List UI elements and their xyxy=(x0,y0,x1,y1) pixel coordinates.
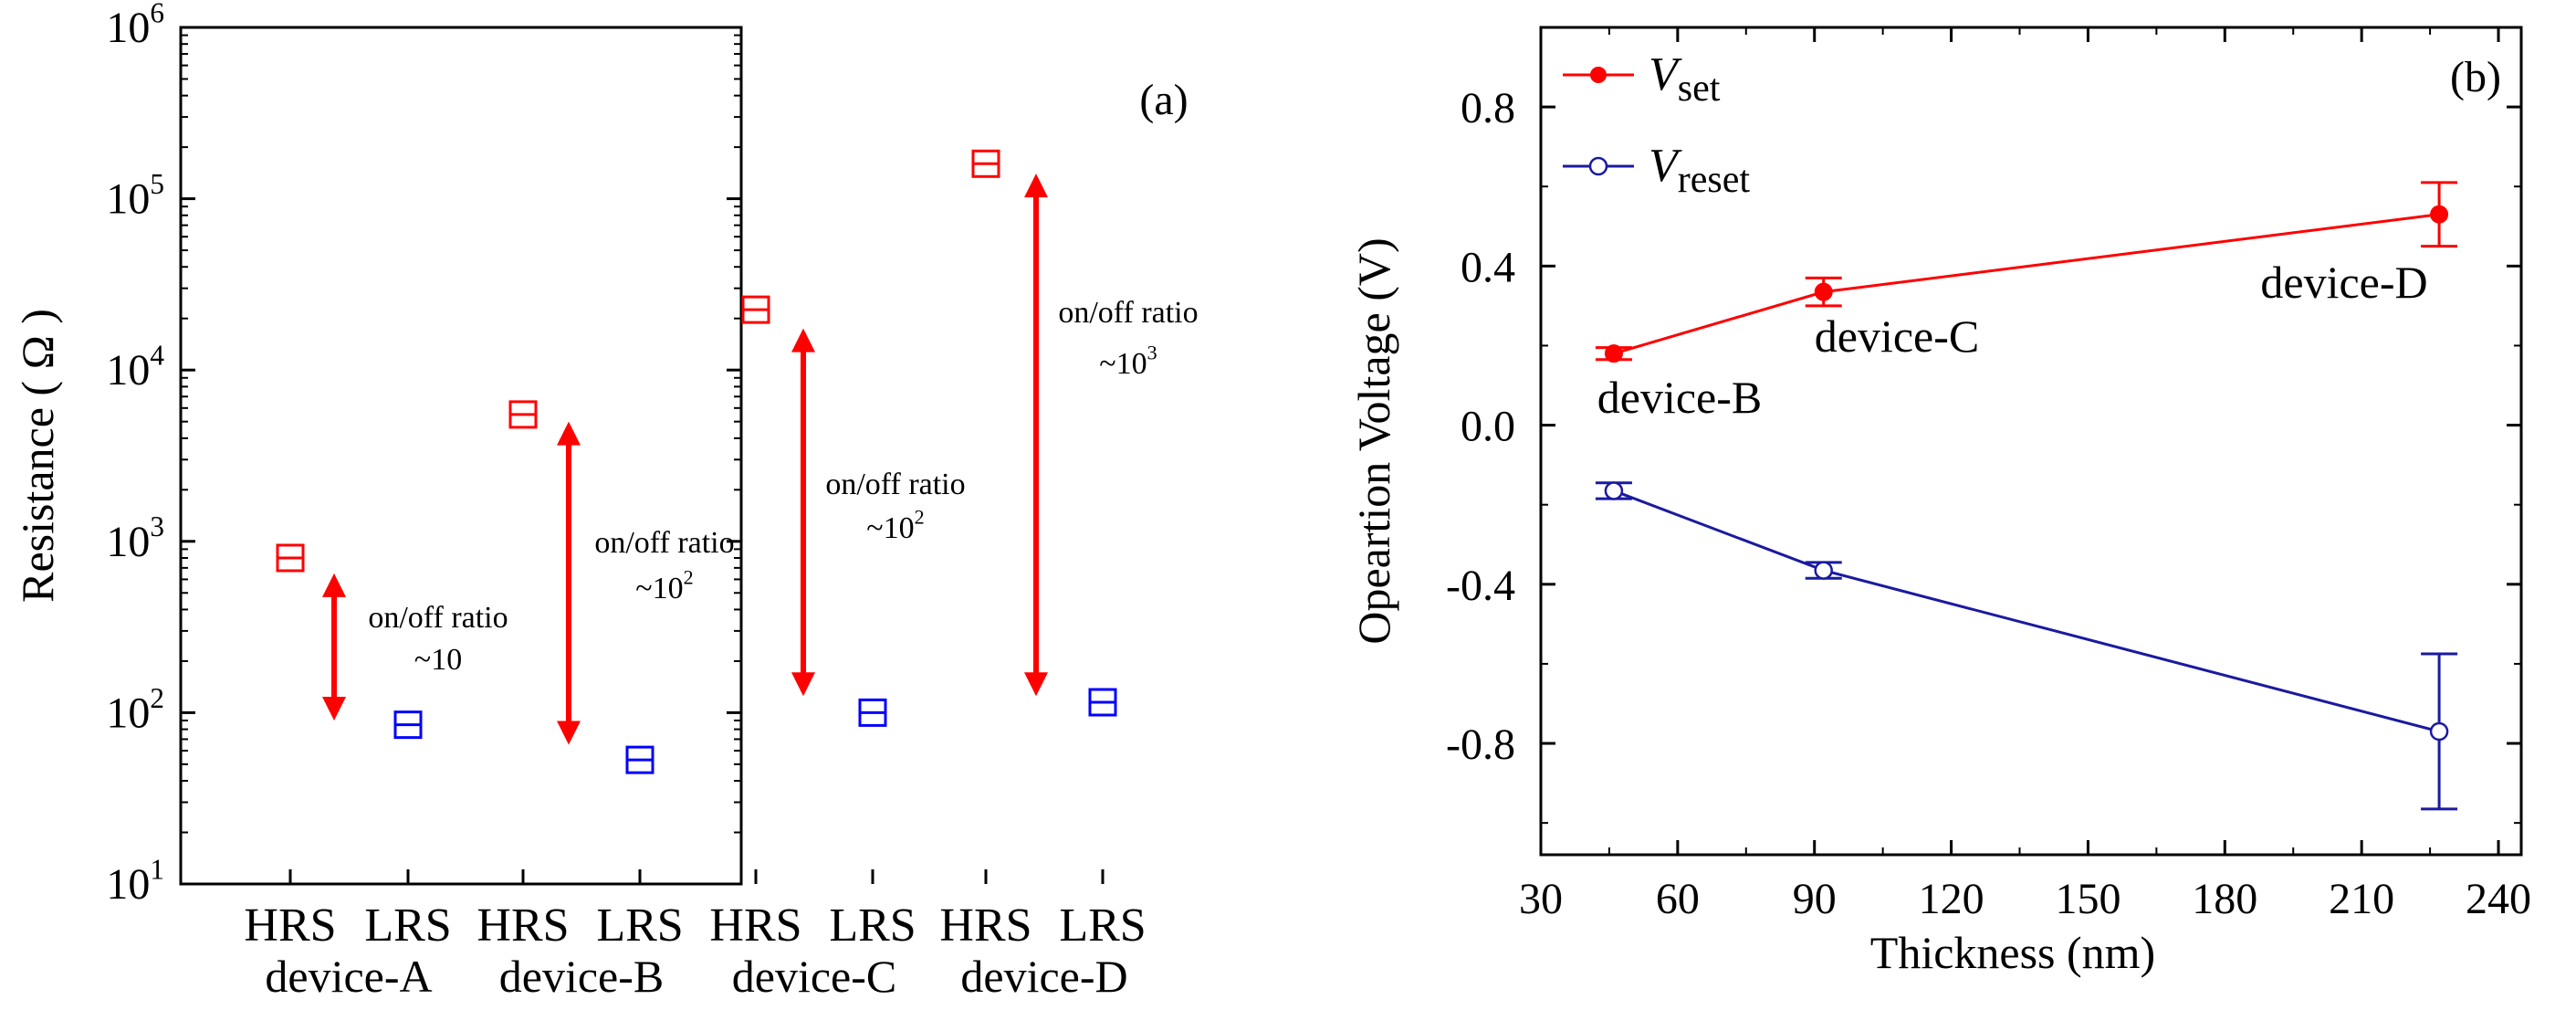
hrs-tick-label: HRS xyxy=(476,900,569,952)
y-tick-label: 0.4 xyxy=(1461,243,1515,291)
x-tick-label: 90 xyxy=(1793,875,1837,923)
hrs-tick-label: HRS xyxy=(244,900,336,952)
y-tick-label: 103 xyxy=(106,510,164,566)
y-tick-label: 0.0 xyxy=(1461,403,1515,451)
y-axis-label: Opeartion Voltage (V) xyxy=(1348,237,1399,644)
ratio-arrow-head-up xyxy=(557,421,581,446)
ratio-value: ~102 xyxy=(635,566,693,605)
ratio-arrow-head-up xyxy=(1024,174,1048,198)
device-tick-label: device-C xyxy=(732,951,896,1002)
device-annotation: device-C xyxy=(1815,310,1979,362)
y-tick-label: 101 xyxy=(106,853,164,909)
series-line-reset xyxy=(1613,489,2440,733)
y-tick-label: 106 xyxy=(106,0,164,52)
panel-a xyxy=(179,26,1105,886)
device-annotation: device-B xyxy=(1597,372,1762,423)
ratio-label: on/off ratio xyxy=(594,526,734,560)
y-tick-label: -0.4 xyxy=(1446,562,1515,610)
legend-label: Vreset xyxy=(1649,140,1750,201)
lrs-tick-label: LRS xyxy=(364,900,451,952)
ratio-arrow-head-down xyxy=(322,696,346,721)
y-tick-label: 104 xyxy=(106,340,164,395)
x-tick-label: 240 xyxy=(2466,875,2531,923)
x-tick-label: 60 xyxy=(1656,875,1700,923)
x-tick-label: 30 xyxy=(1519,875,1563,923)
legend-label: Vset xyxy=(1649,48,1721,110)
ratio-arrow-head-down xyxy=(1024,672,1048,697)
ratio-value: ~10 xyxy=(414,643,462,677)
data-point-reset xyxy=(1814,561,1833,580)
ratio-value: ~102 xyxy=(866,506,924,545)
lrs-tick-label: LRS xyxy=(829,900,916,952)
panel-a-label: (a) xyxy=(1139,76,1188,124)
panel-b xyxy=(1539,26,2523,857)
y-tick-label: 102 xyxy=(106,682,164,738)
panel-a-frame xyxy=(179,26,743,886)
x-tick-label: 120 xyxy=(1919,875,1984,923)
data-point-set xyxy=(1604,344,1623,363)
data-point-set xyxy=(1814,282,1833,301)
device-tick-label: device-A xyxy=(265,951,432,1002)
ratio-label: on/off ratio xyxy=(825,468,965,501)
y-tick-label: 105 xyxy=(106,168,164,224)
device-tick-label: device-B xyxy=(499,951,664,1002)
legend-marker xyxy=(1588,156,1608,176)
ratio-arrow-head-up xyxy=(791,328,815,352)
panel-b-label: (b) xyxy=(2450,53,2501,101)
ratio-arrow-head-down xyxy=(557,721,581,745)
x-tick-label: 210 xyxy=(2329,875,2394,923)
panel-b-frame xyxy=(1539,26,2523,857)
ratio-arrow-head-down xyxy=(791,672,815,697)
y-axis-label: Resistance ( Ω ) xyxy=(12,309,63,603)
x-tick-label: 150 xyxy=(2055,875,2120,923)
x-axis-label: Thickness (nm) xyxy=(1870,927,2155,978)
data-point-set xyxy=(2430,205,2449,224)
ratio-label: on/off ratio xyxy=(368,601,508,635)
y-tick-label: 0.8 xyxy=(1461,84,1515,132)
data-point-reset xyxy=(1604,481,1624,500)
x-tick-label: 180 xyxy=(2192,875,2257,923)
lrs-tick-label: LRS xyxy=(596,900,683,952)
device-annotation: device-D xyxy=(2260,257,2427,308)
data-point-reset xyxy=(2429,721,2449,742)
hrs-tick-label: HRS xyxy=(709,900,801,952)
lrs-tick-label: LRS xyxy=(1059,900,1146,952)
hrs-tick-label: HRS xyxy=(939,900,1031,952)
ratio-arrow-head-up xyxy=(322,573,346,597)
y-tick-label: -0.8 xyxy=(1446,721,1515,769)
legend-marker xyxy=(1590,67,1607,83)
device-tick-label: device-D xyxy=(960,951,1127,1002)
ratio-value: ~103 xyxy=(1099,342,1157,381)
ratio-label: on/off ratio xyxy=(1058,296,1198,330)
